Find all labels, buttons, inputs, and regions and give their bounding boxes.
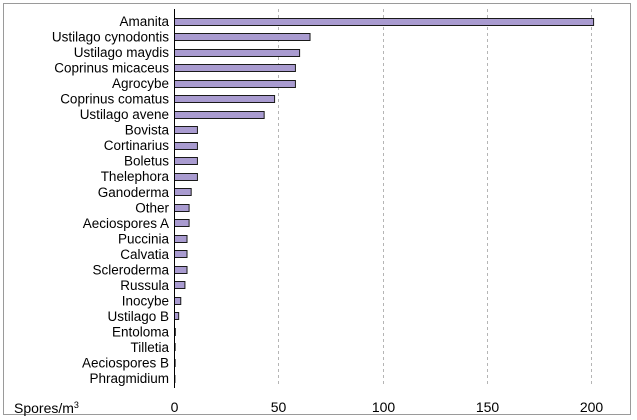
bar bbox=[174, 111, 265, 119]
category-label: Inocybe bbox=[122, 293, 169, 308]
x-tick-label: 150 bbox=[476, 399, 500, 415]
category-label: Coprinus comatus bbox=[60, 92, 169, 107]
category-label: Thelephora bbox=[101, 169, 170, 184]
bar bbox=[174, 49, 301, 57]
category-label: Ustilago maydis bbox=[74, 45, 170, 60]
category-label: Tilletia bbox=[130, 340, 169, 355]
x-tick-labels: 0 50 100 150 200 bbox=[171, 399, 604, 415]
bar bbox=[174, 64, 296, 72]
gridlines bbox=[278, 9, 592, 387]
category-label: Aeciospores B bbox=[82, 356, 169, 371]
bar bbox=[174, 188, 192, 196]
bar bbox=[174, 173, 198, 181]
x-tick-label: 200 bbox=[580, 399, 604, 415]
bar bbox=[174, 80, 296, 88]
bar bbox=[174, 297, 182, 305]
chart-frame: Amanita Ustilago cynodontis Ustilago maydi… bbox=[3, 3, 631, 416]
category-label: Russula bbox=[120, 278, 169, 293]
bar bbox=[174, 250, 188, 258]
category-label: Bovista bbox=[125, 123, 170, 138]
x-tick-label: 100 bbox=[372, 399, 396, 415]
bars bbox=[174, 18, 595, 383]
x-axis-label-exponent: 3 bbox=[73, 400, 79, 410]
category-label: Phragmidium bbox=[89, 371, 169, 386]
bar bbox=[174, 312, 180, 320]
x-axis-unit-label: Spores/m3 bbox=[14, 400, 79, 416]
category-label: Entoloma bbox=[112, 324, 170, 339]
bar bbox=[174, 18, 595, 26]
category-label: Boletus bbox=[124, 154, 169, 169]
bar bbox=[174, 33, 311, 41]
category-label: Puccinia bbox=[118, 231, 170, 246]
x-axis-label: Spores/m bbox=[14, 400, 74, 416]
category-label: Coprinus micaceus bbox=[54, 61, 169, 76]
bar bbox=[174, 126, 198, 134]
category-label: Other bbox=[135, 200, 169, 215]
category-label: Amanita bbox=[119, 14, 169, 29]
category-label: Calvatia bbox=[120, 247, 169, 262]
bar bbox=[174, 281, 186, 289]
category-label: Ustilago cynodontis bbox=[52, 30, 169, 45]
category-label: Ustilago avene bbox=[80, 107, 169, 122]
category-label: Cortinarius bbox=[104, 138, 170, 153]
category-label: Agrocybe bbox=[112, 76, 169, 91]
bar bbox=[174, 95, 276, 103]
category-label: Scleroderma bbox=[92, 262, 169, 277]
category-label: Aeciospores A bbox=[83, 216, 169, 231]
bar bbox=[174, 219, 190, 227]
bar bbox=[174, 204, 190, 212]
category-label: Ustilago B bbox=[107, 309, 169, 324]
x-tick-label: 50 bbox=[271, 399, 287, 415]
x-tick-label: 0 bbox=[171, 399, 179, 415]
bar bbox=[174, 157, 198, 165]
bar bbox=[174, 142, 198, 150]
bar bbox=[174, 235, 188, 243]
bar bbox=[174, 266, 188, 274]
category-label: Ganoderma bbox=[98, 185, 170, 200]
